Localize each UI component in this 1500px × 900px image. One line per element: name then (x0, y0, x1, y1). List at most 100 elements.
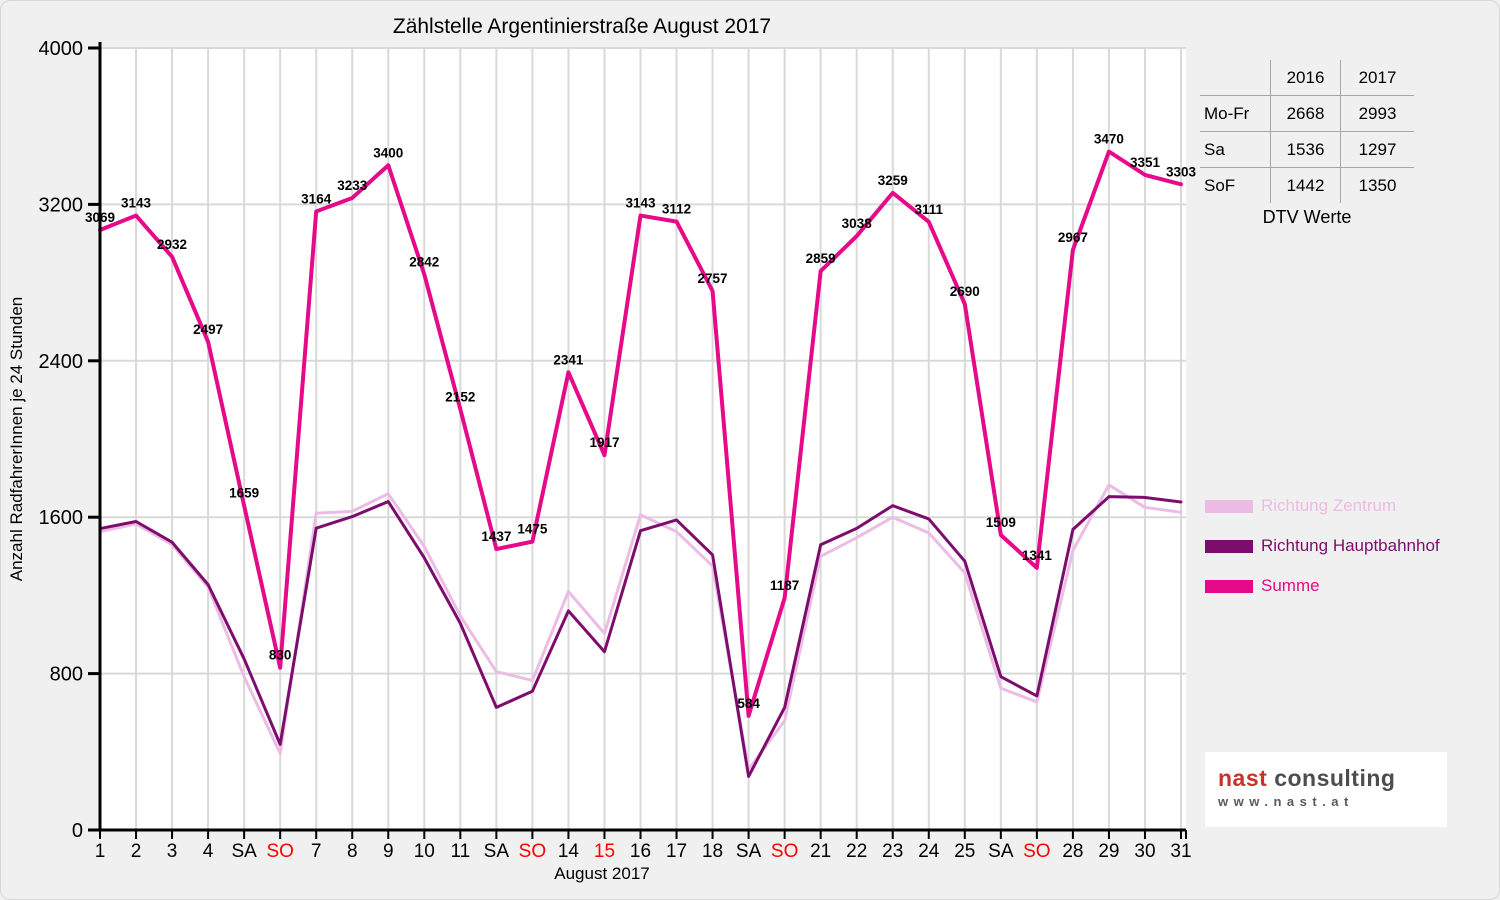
table-value: 2993 (1340, 96, 1414, 132)
svg-text:SO: SO (266, 841, 293, 862)
svg-text:1917: 1917 (589, 435, 619, 450)
svg-text:2: 2 (131, 841, 142, 862)
series-line-summe (98, 149, 1183, 718)
table-row-label: SoF (1204, 175, 1236, 195)
svg-text:11: 11 (450, 841, 470, 862)
plot-area (100, 48, 1186, 830)
logo-website-text: www.nast.at (1218, 794, 1354, 809)
svg-text:1437: 1437 (481, 529, 511, 544)
table-value: 1536 (1270, 132, 1340, 168)
svg-text:22: 22 (846, 841, 867, 862)
svg-text:21: 21 (810, 841, 831, 862)
svg-text:7: 7 (311, 841, 322, 862)
svg-text:SO: SO (519, 841, 546, 862)
svg-text:SA: SA (484, 841, 510, 862)
gridlines (100, 47, 1186, 830)
svg-text:23: 23 (882, 841, 903, 862)
svg-text:1: 1 (95, 841, 106, 862)
svg-text:8: 8 (347, 841, 358, 862)
table-row-label: Mo-Fr (1200, 96, 1270, 132)
table-header-2016: 2016 (1270, 60, 1340, 96)
table-value: 1442 (1270, 168, 1340, 203)
svg-text:3303: 3303 (1166, 164, 1197, 179)
table-value: 2668 (1270, 96, 1340, 132)
svg-text:2341: 2341 (553, 352, 584, 367)
svg-text:2967: 2967 (1058, 230, 1088, 245)
svg-text:30: 30 (1134, 841, 1155, 862)
svg-text:3233: 3233 (337, 178, 368, 193)
svg-text:1341: 1341 (1022, 548, 1053, 563)
svg-text:28: 28 (1062, 841, 1083, 862)
svg-text:3200: 3200 (39, 194, 84, 216)
svg-text:0: 0 (72, 820, 83, 842)
legend-swatch-richtung-hauptbahnhof (1205, 539, 1253, 553)
svg-text:3038: 3038 (842, 216, 873, 231)
svg-text:2859: 2859 (806, 251, 836, 266)
nast-consulting-logo: nast consulting www.nast.at (1205, 752, 1447, 827)
svg-text:24: 24 (918, 841, 940, 862)
axes (88, 42, 1187, 839)
svg-text:SA: SA (988, 841, 1014, 862)
svg-text:2757: 2757 (698, 271, 728, 286)
svg-text:3400: 3400 (373, 145, 403, 160)
svg-text:2497: 2497 (193, 322, 223, 337)
svg-text:3112: 3112 (662, 202, 691, 217)
svg-text:17: 17 (666, 841, 687, 862)
svg-text:10: 10 (414, 841, 435, 862)
x-axis-title: August 2017 (554, 864, 649, 883)
chart-title: Zählstelle Argentinierstraße August 2017 (393, 15, 771, 38)
svg-text:SA: SA (231, 841, 257, 862)
svg-text:1509: 1509 (986, 515, 1016, 530)
svg-text:1187: 1187 (770, 578, 799, 593)
legend-label: Richtung Hauptbahnhof (1261, 536, 1440, 555)
legend-item-summe: Summe (1205, 576, 1440, 596)
table-header-2017: 2017 (1340, 60, 1414, 96)
table-caption: DTV Werte (1262, 207, 1352, 227)
svg-text:15: 15 (594, 841, 615, 862)
legend-swatch-summe (1205, 579, 1253, 593)
svg-text:3164: 3164 (301, 191, 332, 206)
y-tick-labels: 0 800 1600 2400 3200 4000 (39, 38, 84, 842)
svg-text:1600: 1600 (39, 507, 84, 529)
svg-text:25: 25 (954, 841, 975, 862)
logo-wordmark: nast consulting (1218, 765, 1447, 791)
logo-brand-text: nast (1218, 765, 1268, 791)
legend-label: Richtung Zentrum (1261, 496, 1397, 515)
svg-text:16: 16 (630, 841, 651, 862)
svg-text:2932: 2932 (157, 237, 187, 252)
svg-text:800: 800 (50, 664, 83, 686)
svg-text:2400: 2400 (39, 351, 84, 373)
table-corner-cell (1200, 60, 1270, 96)
svg-text:830: 830 (269, 648, 292, 663)
svg-text:2842: 2842 (409, 254, 439, 269)
svg-text:584: 584 (737, 696, 760, 711)
table-value: 1350 (1340, 168, 1414, 203)
svg-text:29: 29 (1098, 841, 1119, 862)
chart-legend: Richtung Zentrum Richtung Hauptbahnhof S… (1205, 496, 1440, 616)
svg-text:18: 18 (702, 841, 723, 862)
series-line-richtung-zentrum (98, 483, 1183, 771)
summe-data-labels: 3069 3143 2932 2497 1659 830 3164 3233 3400 2842 2… (85, 132, 1197, 711)
legend-item-richtung-zentrum: Richtung Zentrum (1205, 496, 1440, 516)
svg-text:3143: 3143 (625, 196, 656, 211)
svg-text:SO: SO (1023, 841, 1050, 862)
y-axis-title: Anzahl RadfahrerInnen je 24 Stunden (7, 297, 26, 581)
svg-text:3069: 3069 (85, 210, 115, 225)
svg-text:SO: SO (771, 841, 798, 862)
svg-text:1659: 1659 (229, 486, 259, 501)
table-value: 1297 (1340, 132, 1414, 168)
svg-text:3111: 3111 (914, 202, 943, 217)
svg-text:3: 3 (167, 841, 178, 862)
legend-item-richtung-hauptbahnhof: Richtung Hauptbahnhof (1205, 536, 1440, 556)
legend-swatch-richtung-zentrum (1205, 499, 1253, 513)
svg-text:3351: 3351 (1130, 155, 1161, 170)
x-tick-labels: 1 2 3 4 SA SO 7 8 9 10 11 SA SO 14 15 16 17 18 SA SO 21 22 23 2… (95, 841, 1192, 862)
dtv-summary-table: 2016 2017 Mo-Fr 2668 2993 Sa 1536 1297 S… (1200, 60, 1414, 203)
svg-text:4: 4 (203, 841, 214, 862)
legend-label: Summe (1261, 576, 1320, 595)
svg-text:4000: 4000 (39, 38, 84, 60)
svg-text:3259: 3259 (878, 173, 908, 188)
table-row-label: Sa (1200, 132, 1270, 168)
svg-text:SA: SA (736, 841, 762, 862)
svg-text:14: 14 (558, 841, 580, 862)
